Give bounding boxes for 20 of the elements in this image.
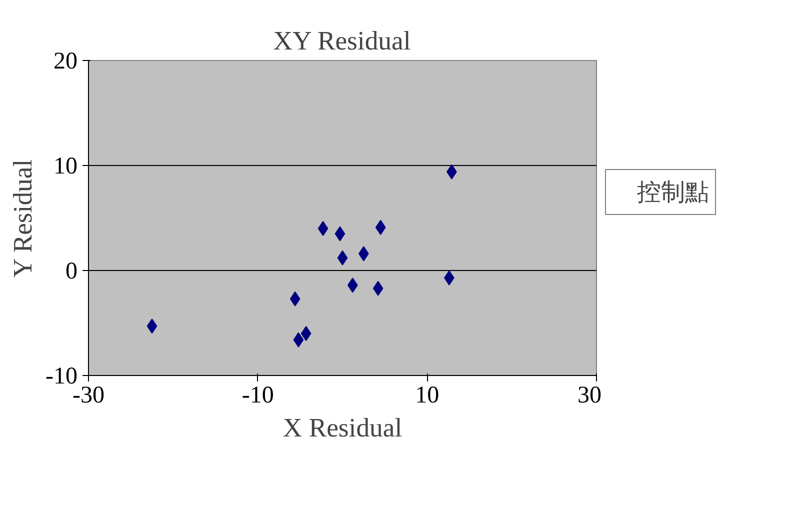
y-tick-label: 20 xyxy=(54,48,78,74)
point xyxy=(318,221,328,236)
x-axis-title: X Residual xyxy=(282,412,402,442)
x-tick-label: 10 xyxy=(415,382,440,408)
point xyxy=(375,220,386,235)
y-tick-label: 0 xyxy=(66,258,78,284)
point xyxy=(146,318,158,334)
x-tick-label: -10 xyxy=(242,382,274,408)
text: 控制點 xyxy=(637,176,709,208)
point xyxy=(347,278,358,293)
y-axis-title: Y Residual xyxy=(8,159,38,278)
x-tick-label: 30 xyxy=(578,382,602,408)
point xyxy=(290,291,300,306)
point xyxy=(337,250,348,266)
point xyxy=(334,226,346,242)
chart-title: XY Residual xyxy=(273,26,411,56)
y-tick-label: 10 xyxy=(54,154,78,180)
point xyxy=(293,332,304,348)
point xyxy=(300,326,312,341)
point xyxy=(372,280,384,296)
